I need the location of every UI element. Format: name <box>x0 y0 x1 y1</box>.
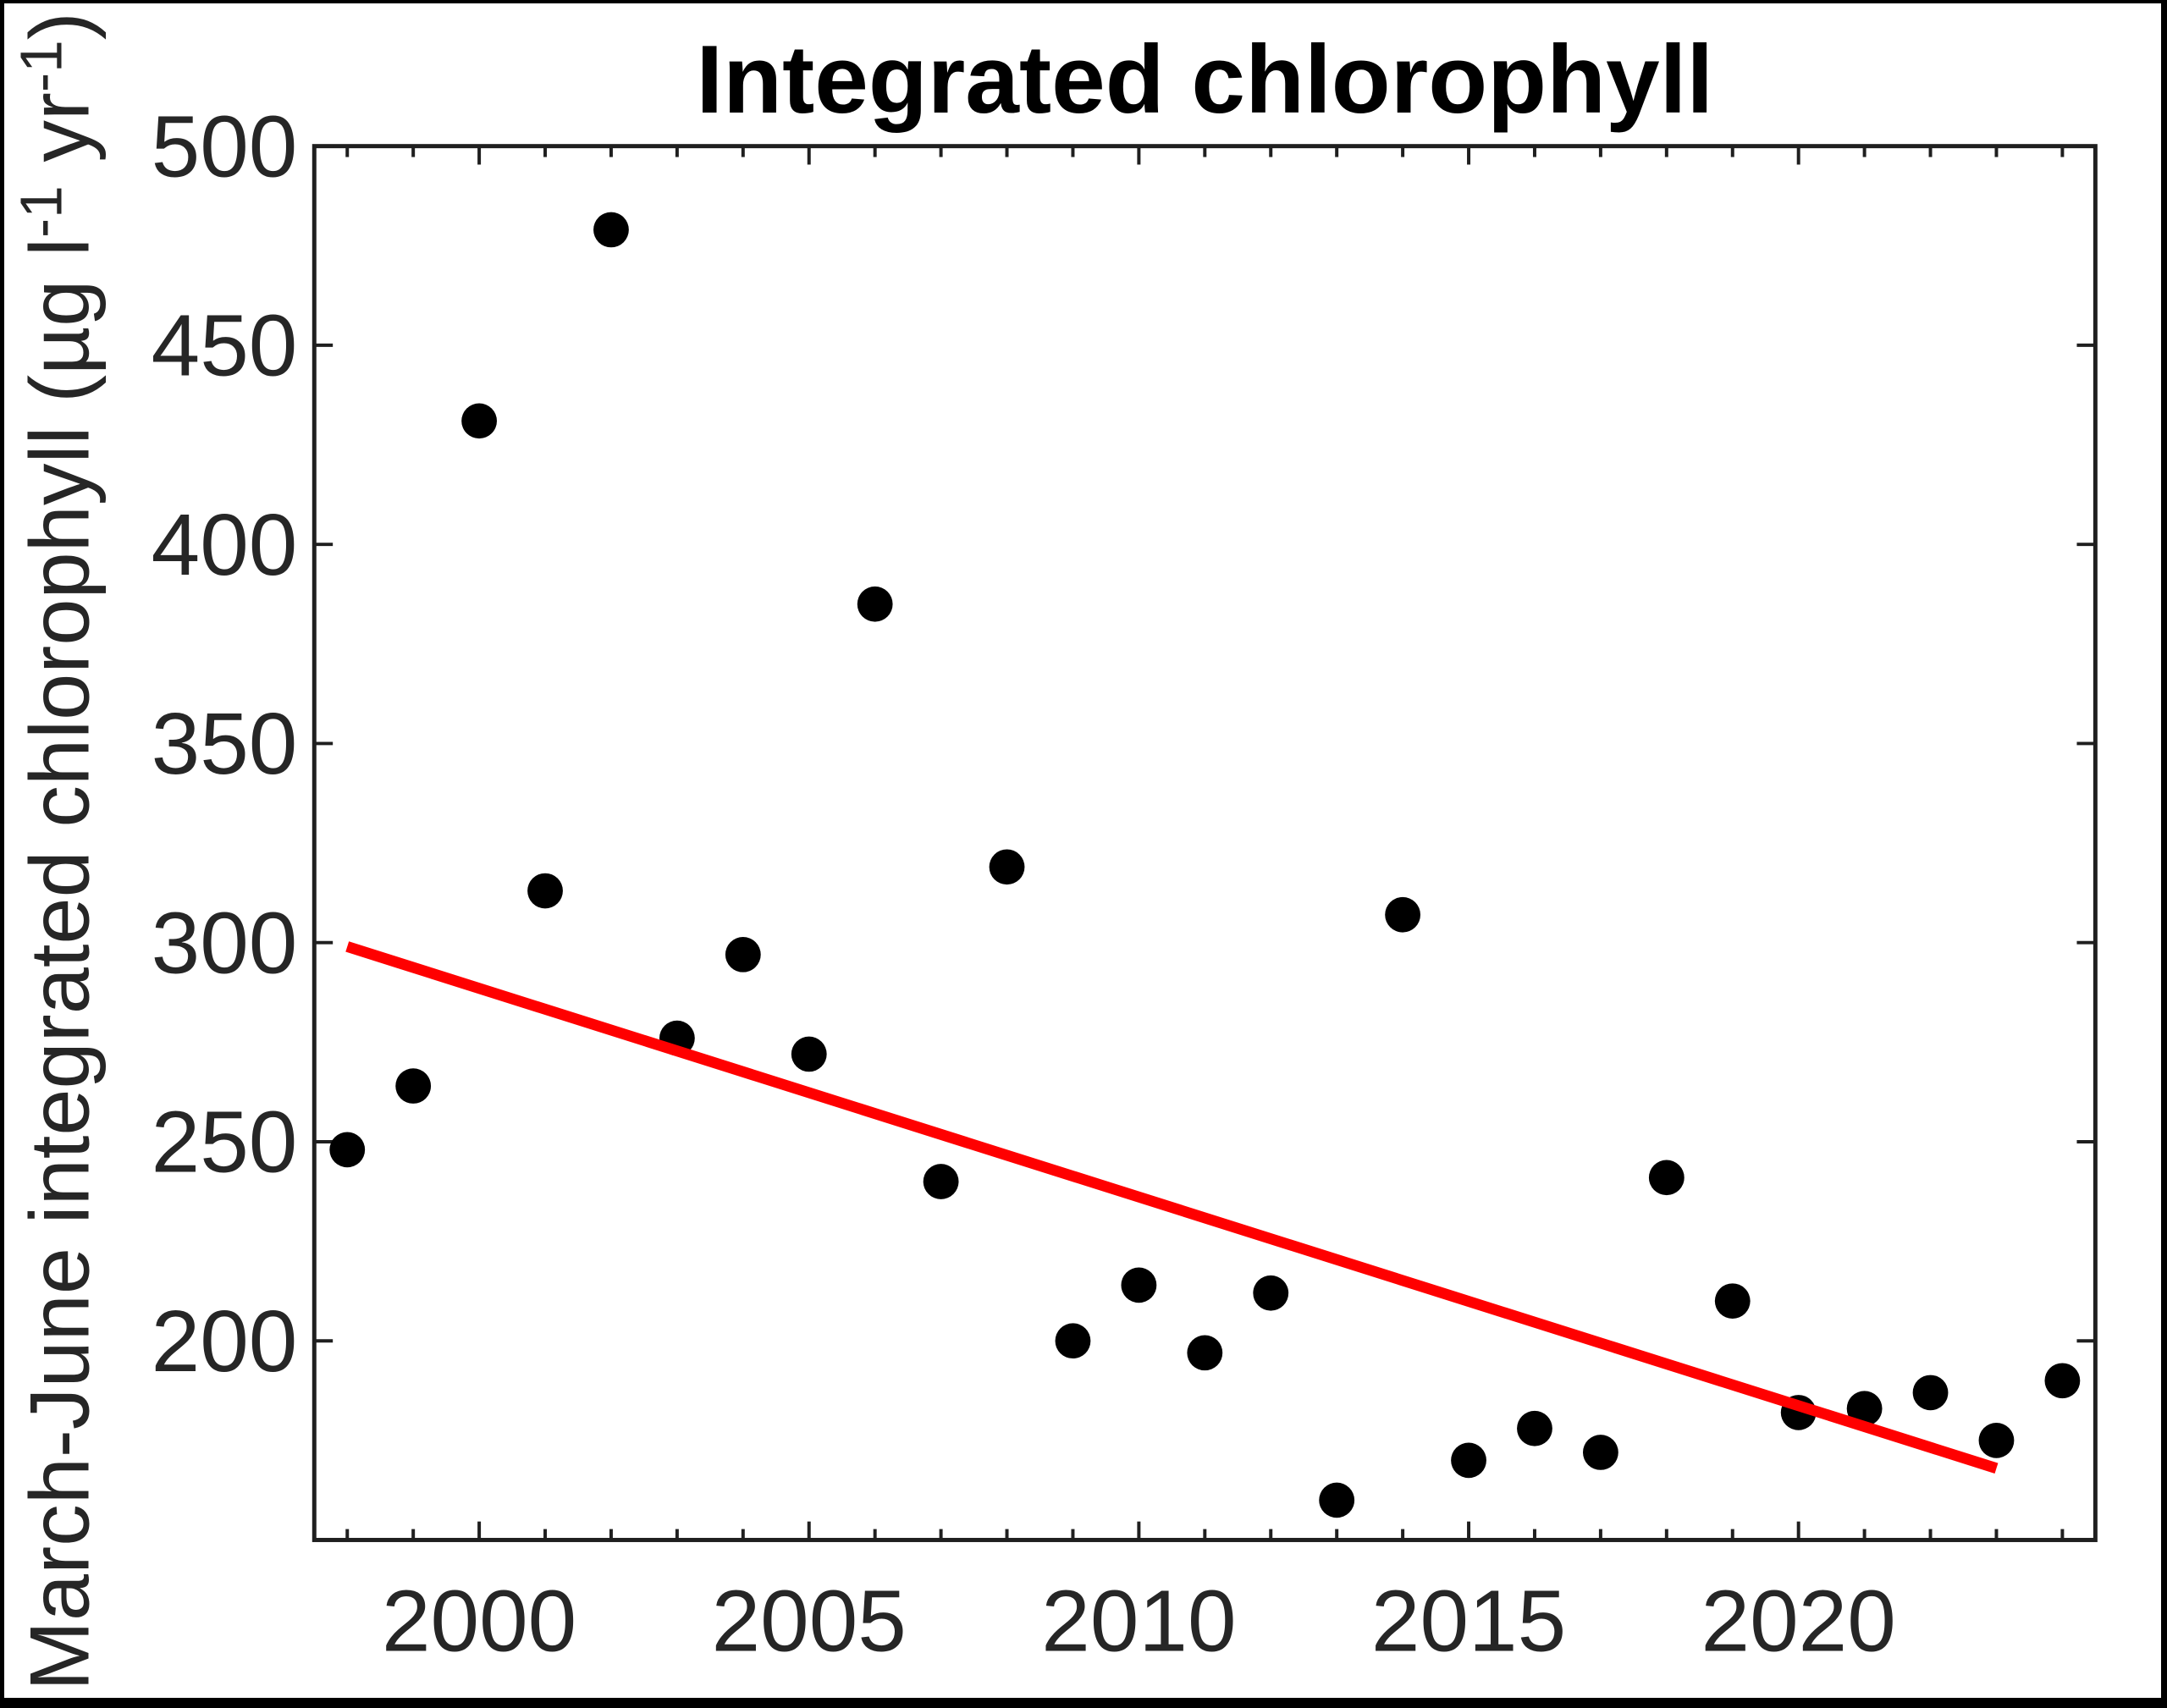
x-tick-label: 2020 <box>1701 1572 1896 1670</box>
x-tick-label: 2005 <box>712 1572 907 1670</box>
data-point <box>1978 1423 2015 1458</box>
data-point <box>791 1036 827 1072</box>
y-tick-label: 350 <box>152 694 298 792</box>
y-tick-label: 500 <box>152 97 298 196</box>
y-tick-label: 200 <box>152 1292 298 1390</box>
y-axis-tick-labels: 200 250 300 350 400 450 500 <box>152 97 298 1390</box>
data-point <box>1912 1375 1949 1411</box>
x-tick-label: 2000 <box>382 1572 576 1670</box>
data-points <box>329 212 2081 1518</box>
data-point <box>1714 1283 1751 1320</box>
data-point <box>1846 1391 1883 1427</box>
y-tick-label: 250 <box>152 1093 298 1191</box>
data-point <box>395 1068 432 1104</box>
data-point <box>857 586 893 622</box>
data-point <box>1451 1442 1486 1479</box>
data-point <box>1121 1267 1157 1303</box>
data-point <box>1517 1410 1552 1446</box>
data-point <box>989 849 1025 885</box>
data-point <box>1187 1335 1223 1371</box>
y-tick-label: 300 <box>152 894 298 992</box>
data-point <box>1253 1275 1289 1311</box>
trend-line <box>345 941 1999 1474</box>
data-point <box>2044 1363 2081 1399</box>
x-tick-label: 2015 <box>1371 1572 1566 1670</box>
chart-title: Integrated chlorophyll <box>696 26 1713 134</box>
x-axis-ticks <box>345 146 2065 1540</box>
x-tick-label: 2010 <box>1041 1572 1236 1670</box>
data-point <box>527 873 563 909</box>
data-point <box>593 212 629 248</box>
y-tick-label: 400 <box>152 495 298 593</box>
data-point <box>923 1164 959 1199</box>
data-point <box>329 1132 366 1168</box>
data-point <box>1319 1482 1355 1518</box>
data-point <box>461 403 497 439</box>
data-point <box>1055 1323 1091 1359</box>
plot-box <box>312 144 2098 1542</box>
data-point <box>1582 1435 1618 1470</box>
scatter-plot: 2000 2005 2010 2015 2020 200 250 300 350 400 450 5… <box>8 12 2098 1691</box>
y-axis-ticks <box>314 144 2096 1343</box>
y-tick-label: 450 <box>152 296 298 394</box>
data-point <box>1385 896 1421 933</box>
y-axis-label: March-June integrated chlorophyll (µg l-… <box>8 12 108 1690</box>
x-axis-tick-labels: 2000 2005 2010 2015 2020 <box>382 1572 1896 1670</box>
data-point <box>725 936 761 972</box>
data-point <box>1648 1160 1685 1196</box>
